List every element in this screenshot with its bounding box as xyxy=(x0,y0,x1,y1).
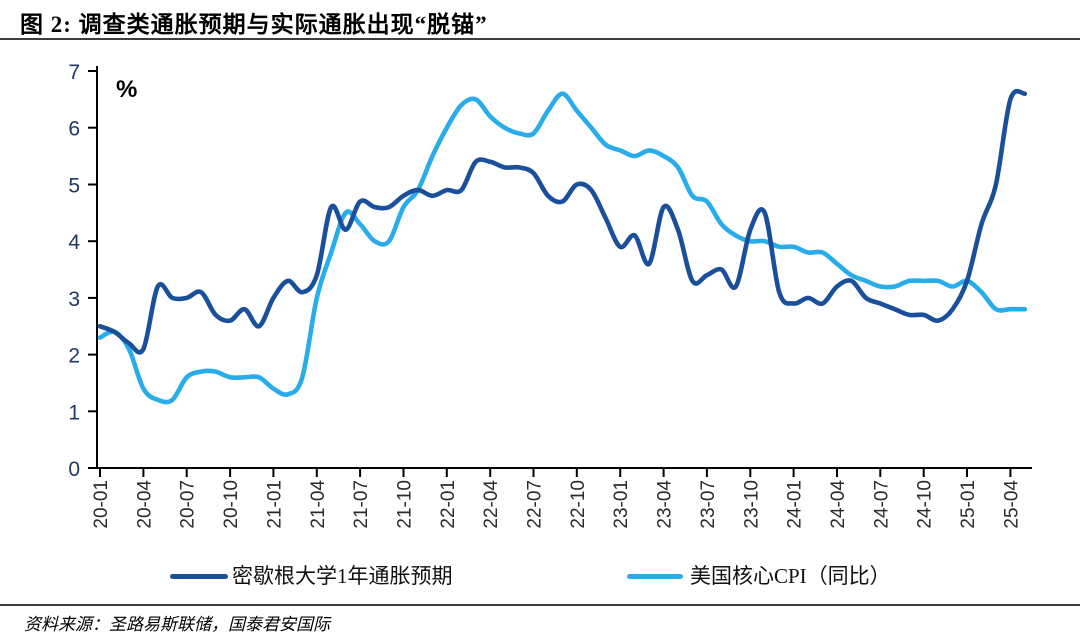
x-tick-label: 24-04 xyxy=(828,480,849,529)
x-tick-label: 22-04 xyxy=(481,480,502,529)
x-tick-label: 21-01 xyxy=(264,480,285,529)
title-divider xyxy=(0,38,1080,40)
source-note: 资料来源：圣路易斯联储，国泰君安国际 xyxy=(24,615,330,634)
y-axis-unit-label: % xyxy=(116,76,138,103)
x-tick-label: 20-01 xyxy=(91,480,112,529)
series-line-0 xyxy=(97,88,1028,355)
x-tick-label: 22-07 xyxy=(525,480,546,529)
x-tick-label: 24-01 xyxy=(785,480,806,529)
y-tick-label: 0 xyxy=(68,458,80,481)
x-tick-label: 23-04 xyxy=(655,480,676,529)
x-tick-label: 23-07 xyxy=(698,480,719,529)
chart-plot: 0 1 2 3 4 5 6 7 20-01 20-04 20-07 20-10 21-01 21-04 21… xyxy=(68,61,1032,529)
chart-legend: 密歇根大学1年通胀预期 美国核心CPI（同比） xyxy=(0,558,1080,600)
legend-label-core-cpi: 美国核心CPI（同比） xyxy=(690,564,891,588)
figure-title: 图 2: 调查类通胀预期与实际通胀出现“脱锚” xyxy=(20,12,488,37)
x-tick-label: 20-07 xyxy=(178,480,199,529)
legend-label-michigan: 密歇根大学1年通胀预期 xyxy=(232,564,453,588)
x-tick-label: 23-01 xyxy=(611,480,632,529)
x-tick-label: 21-04 xyxy=(308,480,329,529)
y-tick-label: 5 xyxy=(68,175,80,198)
x-tick-label: 22-01 xyxy=(438,480,459,529)
y-tick-label: 2 xyxy=(68,345,80,368)
y-tick-label: 6 xyxy=(68,118,80,141)
x-tick-label: 23-10 xyxy=(741,480,762,529)
x-tick-label: 24-10 xyxy=(915,480,936,529)
x-tick-label: 20-04 xyxy=(134,480,155,529)
x-tick-label: 25-01 xyxy=(958,480,979,529)
x-tick-label: 20-10 xyxy=(221,480,242,529)
series-line-1 xyxy=(97,91,1028,405)
source-divider xyxy=(0,604,1080,606)
y-tick-label: 3 xyxy=(68,288,80,311)
y-tick-label: 1 xyxy=(68,401,80,424)
legend-swatch-core-cpi xyxy=(627,574,683,579)
y-tick-label: 7 xyxy=(68,61,80,84)
x-tick-label: 22-10 xyxy=(568,480,589,529)
y-tick-label: 4 xyxy=(68,231,80,254)
chart-area: 0 1 2 3 4 5 6 7 20-01 20-04 20-07 20-10 21-01 21-04 21… xyxy=(0,40,1080,560)
x-tick-label: 25-04 xyxy=(1001,480,1022,529)
x-tick-label: 24-07 xyxy=(871,480,892,529)
legend-swatch-michigan xyxy=(170,574,228,579)
x-tick-label: 21-07 xyxy=(351,480,372,529)
x-tick-label: 21-10 xyxy=(395,480,416,529)
